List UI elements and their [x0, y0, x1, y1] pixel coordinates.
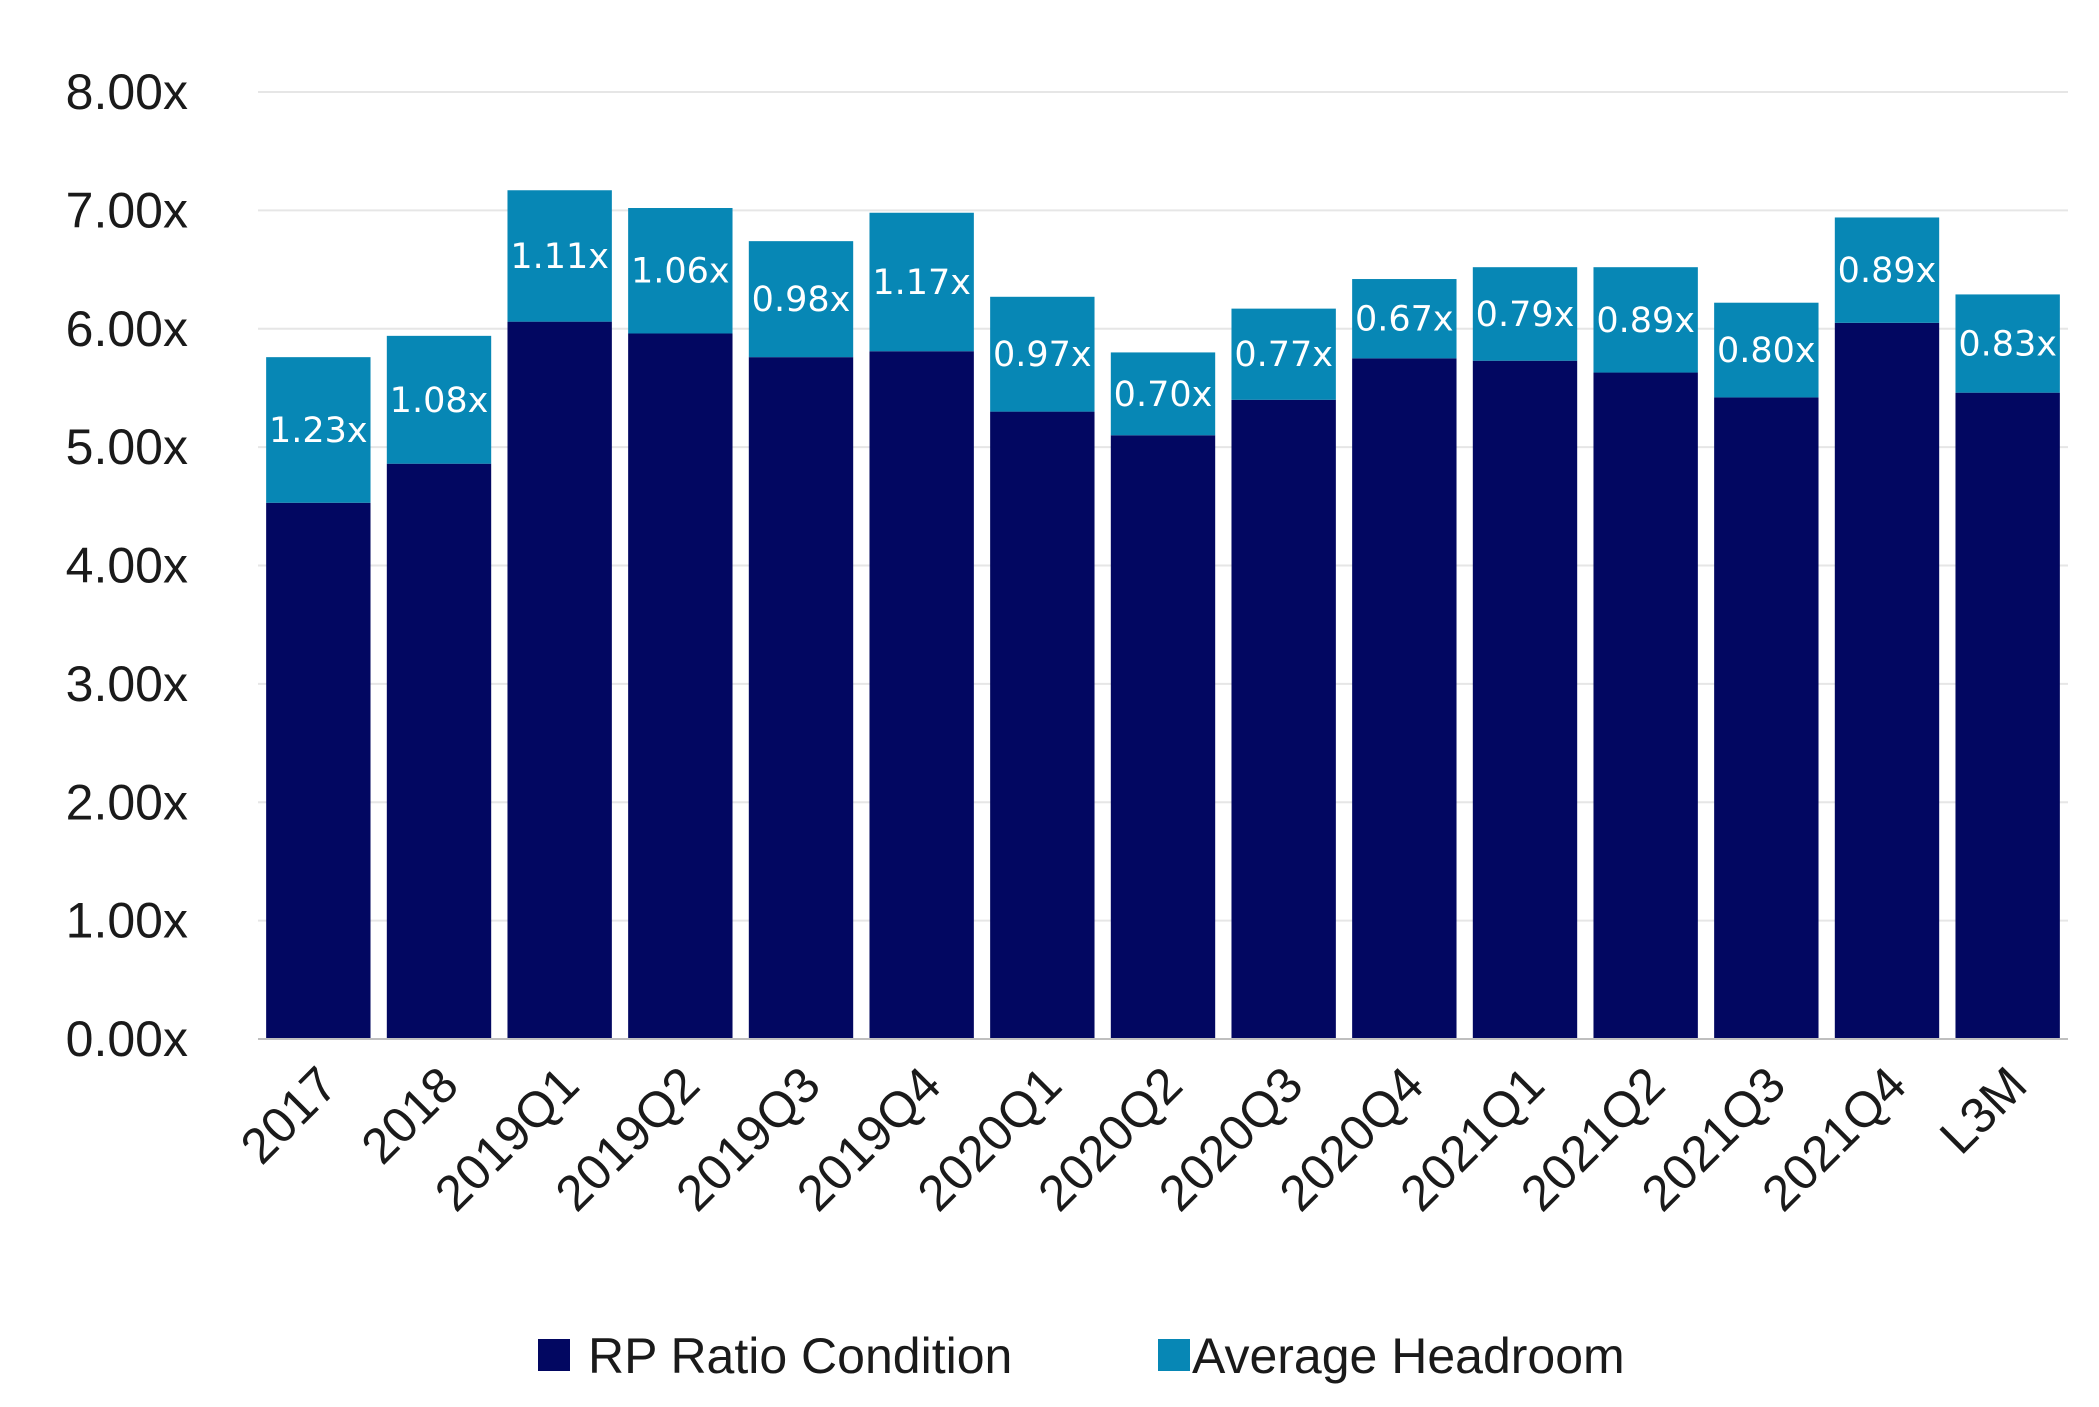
bar-rp-ratio-condition-2020Q4: [1352, 358, 1457, 1039]
y-tick-label: 6.00x: [66, 301, 188, 357]
y-tick-label: 5.00x: [66, 419, 188, 475]
data-label-2020Q2: 0.70x: [1114, 375, 1213, 415]
data-label-2021Q3: 0.80x: [1717, 331, 1816, 371]
data-label-2019Q3: 0.98x: [752, 280, 851, 320]
bar-rp-ratio-condition-L3M: [1955, 392, 2060, 1039]
y-tick-label: 8.00x: [66, 64, 188, 120]
legend-label-rp-ratio-condition: RP Ratio Condition: [588, 1328, 1012, 1384]
bar-average-headroom-2020Q1: [990, 296, 1095, 412]
bar-rp-ratio-condition-2020Q3: [1231, 399, 1336, 1039]
bar-average-headroom-2020Q3: [1231, 308, 1336, 400]
bar-average-headroom-2020Q4: [1352, 279, 1457, 359]
y-tick-label: 0.00x: [66, 1011, 188, 1067]
y-tick-label: 4.00x: [66, 538, 188, 594]
bar-rp-ratio-condition-2020Q1: [990, 411, 1095, 1039]
data-label-2021Q4: 0.89x: [1838, 251, 1937, 291]
bar-rp-ratio-condition-2017: [266, 502, 371, 1040]
bar-average-headroom-2019Q2: [628, 208, 733, 334]
data-labels: 1.23x 1.08x 1.11x 1.06x 0.98x 1.17x 0.97x 0.70x…: [269, 237, 2057, 451]
data-label-L3M: 0.83x: [1958, 325, 2057, 365]
x-tick-label-L3M: L3M: [1929, 1056, 2037, 1164]
bar-rp-ratio-condition-2020Q2: [1110, 435, 1216, 1040]
data-label-2019Q4: 1.17x: [872, 263, 971, 303]
data-label-2017: 1.23x: [269, 411, 368, 451]
bar-rp-ratio-condition-2021Q1: [1472, 360, 1578, 1039]
bar-rp-ratio-condition-2021Q3: [1714, 397, 1819, 1040]
y-tick-label: 2.00x: [66, 774, 188, 830]
bar-average-headroom-2021Q3: [1714, 302, 1819, 398]
bar-average-headroom-2018: [386, 335, 492, 464]
bar-rp-ratio-condition-2019Q3: [748, 357, 854, 1039]
bar-average-headroom-2020Q2: [1110, 352, 1216, 436]
bar-average-headroom-2019Q3: [748, 241, 854, 358]
bar-average-headroom-2019Q1: [507, 190, 612, 322]
data-label-2021Q1: 0.79x: [1476, 295, 1575, 335]
bar-rp-ratio-condition-2019Q4: [869, 351, 974, 1040]
bar-rp-ratio-condition-2018: [386, 463, 492, 1039]
bar-rp-ratio-condition-2019Q1: [507, 321, 612, 1040]
y-tick-label: 7.00x: [66, 182, 188, 238]
bar-rp-ratio-condition-2021Q2: [1593, 372, 1698, 1040]
data-label-2019Q2: 1.06x: [631, 252, 730, 292]
bar-average-headroom-2021Q2: [1593, 267, 1698, 373]
data-label-2021Q2: 0.89x: [1596, 301, 1695, 341]
bar-average-headroom-2021Q4: [1834, 217, 1940, 323]
data-label-2019Q1: 1.11x: [510, 237, 609, 277]
data-label-2020Q1: 0.97x: [993, 335, 1092, 375]
x-tick-label-2017: 2017: [230, 1056, 348, 1174]
bar-average-headroom-2021Q1: [1472, 267, 1578, 361]
y-axis-tick-labels: 0.00x 1.00x 2.00x 3.00x 4.00x 5.00x 6.00x 7.00x…: [66, 64, 188, 1067]
bar-average-headroom-L3M: [1955, 294, 2060, 393]
bar-average-headroom-2019Q4: [869, 212, 974, 352]
bars: [266, 190, 2060, 1040]
x-axis-category-labels: 2017 20182019Q12019Q22019Q32019Q42020Q120…: [230, 1056, 2038, 1221]
legend-label-average-headroom: Average Headroom: [1192, 1328, 1625, 1384]
legend: RP Ratio Condition Average Headroom: [538, 1328, 1625, 1384]
y-tick-label: 1.00x: [66, 893, 188, 949]
data-label-2020Q4: 0.67x: [1355, 300, 1454, 340]
bar-average-headroom-2017: [266, 357, 371, 503]
bar-rp-ratio-condition-2019Q2: [628, 333, 733, 1039]
data-label-2018: 1.08x: [390, 381, 489, 421]
legend-swatch-rp-ratio-condition: [538, 1339, 570, 1371]
bar-rp-ratio-condition-2021Q4: [1834, 322, 1940, 1039]
y-tick-label: 3.00x: [66, 656, 188, 712]
legend-swatch-average-headroom: [1158, 1339, 1190, 1371]
data-label-2020Q3: 0.77x: [1234, 335, 1333, 375]
